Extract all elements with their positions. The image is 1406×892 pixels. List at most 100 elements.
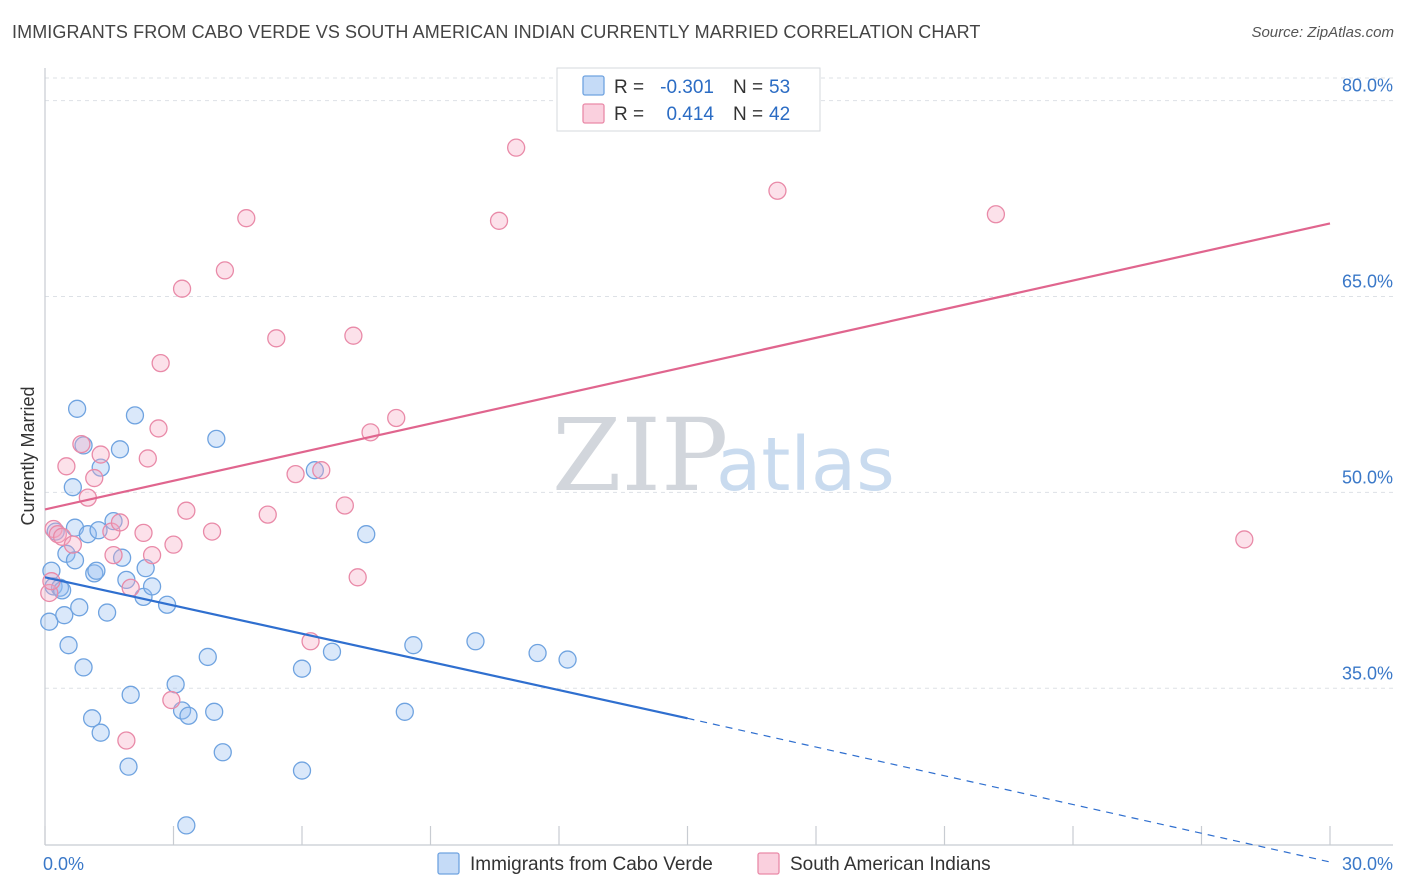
- data-point: [85, 468, 104, 488]
- bottom-legend-label-cabo-verde: Immigrants from Cabo Verde: [470, 854, 713, 875]
- trend-line-cabo-verde-extension: [687, 717, 1331, 863]
- data-point: [215, 261, 235, 280]
- legend-r-label-2: R =: [614, 104, 644, 125]
- data-point: [151, 353, 170, 373]
- data-point: [237, 209, 256, 228]
- bottom-legend-swatch-pink: [757, 852, 780, 875]
- chart-source: Source: ZipAtlas.com: [1251, 24, 1394, 41]
- data-point: [507, 138, 526, 157]
- data-point: [40, 583, 59, 603]
- x-tick-labels: 0.0% 30.0%: [43, 854, 1393, 874]
- series-south-american-indians-points: [40, 138, 1254, 750]
- bottom-legend-swatch-blue: [437, 852, 460, 875]
- data-point: [768, 181, 787, 200]
- gridlines: [45, 77, 1393, 689]
- data-point: [1235, 530, 1254, 549]
- data-point: [72, 434, 91, 454]
- y-tick-labels: 35.0% 50.0% 65.0% 80.0%: [1342, 76, 1393, 684]
- data-point: [110, 513, 130, 532]
- x-tick-label: 0.0%: [43, 854, 84, 874]
- data-point: [286, 464, 305, 484]
- legend-swatch-pink: [582, 103, 605, 124]
- legend-n-value-1: 53: [769, 77, 790, 98]
- data-point: [91, 458, 110, 477]
- data-point: [138, 449, 157, 468]
- data-point: [258, 505, 277, 524]
- trend-line-south-american-indians: [44, 222, 1331, 511]
- data-point: [198, 647, 217, 667]
- data-point: [117, 731, 136, 750]
- data-point: [104, 545, 123, 565]
- data-point: [179, 706, 198, 725]
- data-point: [348, 568, 367, 587]
- data-point: [91, 445, 110, 464]
- data-point: [395, 702, 414, 721]
- data-point: [207, 429, 226, 449]
- data-point: [292, 659, 312, 678]
- data-point: [344, 326, 363, 345]
- legend-r-value-1: -0.301: [660, 77, 714, 98]
- legend-n-value-2: 42: [769, 104, 790, 125]
- data-point: [335, 496, 354, 515]
- legend-n-label-1: N =: [733, 77, 763, 98]
- data-point: [78, 525, 97, 544]
- data-point: [172, 279, 192, 298]
- data-point: [85, 564, 104, 583]
- data-point: [489, 211, 509, 230]
- data-point: [97, 603, 117, 622]
- data-point: [65, 551, 85, 570]
- legend-r-label-1: R =: [614, 77, 644, 98]
- y-tick-label: 35.0%: [1342, 663, 1393, 683]
- data-point: [202, 522, 222, 541]
- series-cabo-verde-points: [40, 399, 577, 835]
- data-point: [205, 702, 224, 721]
- data-point: [59, 636, 78, 655]
- data-point: [357, 525, 376, 544]
- data-point: [166, 675, 185, 694]
- top-legend: R = -0.301 N = 53 R = 0.414 N = 42: [556, 67, 821, 132]
- data-point: [42, 572, 61, 591]
- data-point: [142, 577, 162, 596]
- data-point: [70, 598, 89, 617]
- bottom-legend-label-south-american-indians: South American Indians: [790, 854, 991, 875]
- data-point: [322, 642, 342, 661]
- data-point: [125, 406, 145, 425]
- data-point: [91, 723, 110, 742]
- data-point: [87, 561, 106, 580]
- data-point: [110, 440, 130, 459]
- axes: [44, 68, 1393, 846]
- bottom-legend: Immigrants from Cabo Verde South America…: [437, 852, 991, 875]
- watermark-zip: ZIP: [552, 397, 728, 514]
- y-axis-title: Currently Married: [18, 386, 38, 525]
- data-point: [267, 329, 286, 348]
- data-point: [149, 419, 168, 438]
- data-point: [387, 408, 406, 428]
- y-tick-label: 65.0%: [1342, 272, 1393, 292]
- data-point: [57, 457, 76, 476]
- data-point: [82, 709, 102, 728]
- legend-r-value-2: 0.414: [666, 104, 714, 125]
- y-tick-label: 50.0%: [1342, 467, 1393, 487]
- data-point: [40, 612, 59, 631]
- data-point: [404, 636, 423, 655]
- data-point: [312, 461, 331, 480]
- data-point: [466, 632, 485, 651]
- trend-line-cabo-verde: [44, 576, 688, 720]
- data-point: [986, 205, 1006, 224]
- watermark: ZIP atlas: [552, 397, 895, 514]
- data-point: [177, 816, 196, 835]
- x-ticks: [44, 826, 1331, 845]
- watermark-atlas: atlas: [716, 422, 895, 508]
- data-point: [63, 478, 82, 497]
- legend-swatch-blue: [582, 75, 605, 96]
- y-tick-label: 80.0%: [1342, 76, 1393, 96]
- data-point: [305, 461, 325, 480]
- data-point: [142, 545, 162, 565]
- data-point: [292, 761, 312, 780]
- x-tick-label: 30.0%: [1342, 854, 1393, 874]
- data-point: [528, 643, 547, 663]
- data-point: [164, 535, 183, 554]
- data-point: [213, 743, 232, 762]
- legend-n-label-2: N =: [733, 104, 763, 125]
